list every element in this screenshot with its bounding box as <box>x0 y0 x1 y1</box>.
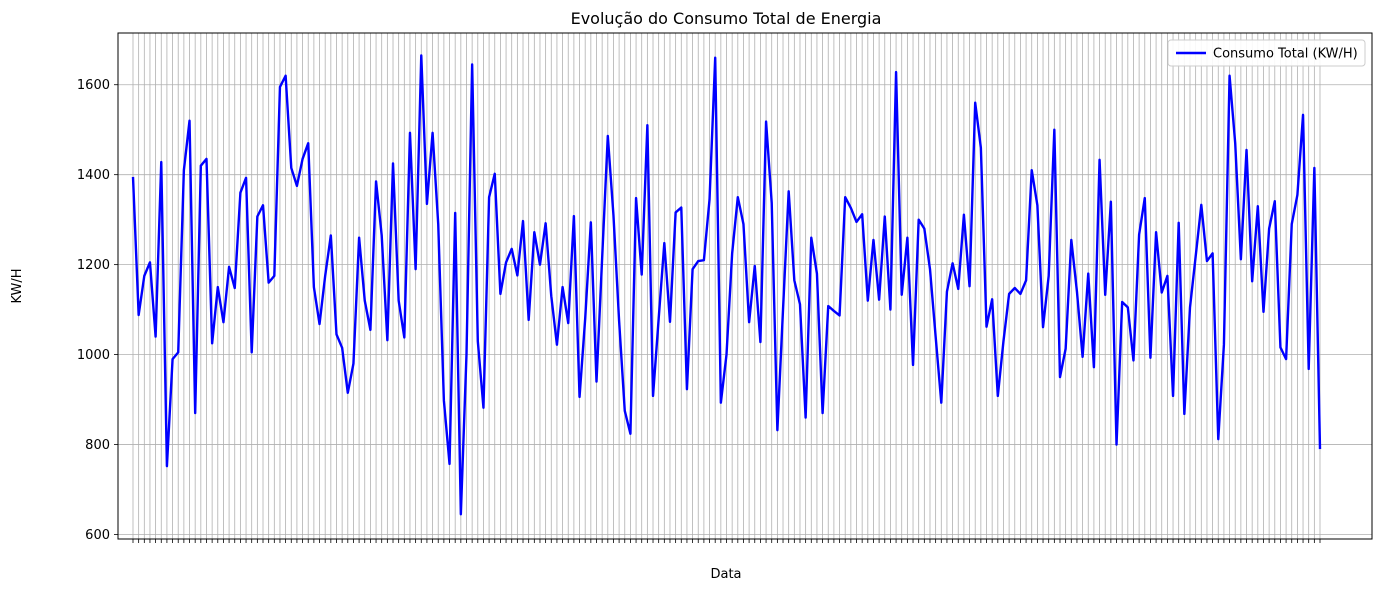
legend-box <box>1167 39 1366 67</box>
x-axis-label: Data <box>710 567 741 582</box>
legend-label: Consumo Total (KW/H) <box>1213 47 1358 62</box>
plot-frame <box>117 32 1373 540</box>
legend: Consumo Total (KW/H) <box>1167 39 1366 67</box>
y-tick-label: 600 <box>85 528 110 543</box>
series-layer <box>131 54 1322 516</box>
x-gridlines <box>132 33 1321 539</box>
y-tick-label: 800 <box>85 438 110 453</box>
x-axis <box>132 539 1321 543</box>
y-tick-label: 1000 <box>77 348 110 363</box>
chart-title: Evolução do Consumo Total de Energia <box>571 9 882 28</box>
y-axis: 600 800 1000 1200 1400 1600 <box>77 78 118 543</box>
y-axis-label: KW/H <box>10 268 25 303</box>
series-line-consumo-total <box>131 54 1322 516</box>
y-tick-label: 1200 <box>77 258 110 273</box>
y-tick-label: 1400 <box>77 168 110 183</box>
y-tick-label: 1600 <box>77 78 110 93</box>
